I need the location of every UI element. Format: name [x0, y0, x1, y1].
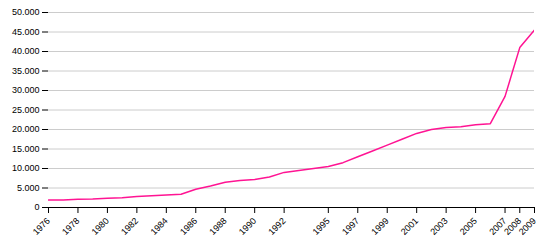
- svg-text:10.000: 10.000: [12, 163, 40, 173]
- svg-text:1980: 1980: [90, 216, 111, 237]
- svg-text:35.000: 35.000: [12, 66, 40, 76]
- svg-text:1986: 1986: [178, 216, 199, 237]
- svg-text:15.000: 15.000: [12, 144, 40, 154]
- svg-text:1984: 1984: [149, 216, 170, 237]
- svg-text:2008: 2008: [502, 215, 524, 237]
- svg-text:2003: 2003: [428, 216, 449, 237]
- svg-text:1982: 1982: [119, 216, 140, 237]
- svg-text:2005: 2005: [458, 216, 479, 237]
- svg-text:1999: 1999: [369, 216, 390, 237]
- svg-text:45.000: 45.000: [12, 27, 40, 37]
- svg-text:30.000: 30.000: [12, 85, 40, 95]
- svg-text:20.000: 20.000: [12, 124, 40, 134]
- svg-text:1976: 1976: [31, 216, 52, 237]
- svg-text:5.000: 5.000: [17, 183, 40, 193]
- svg-text:1997: 1997: [340, 216, 361, 237]
- svg-text:2001: 2001: [399, 216, 420, 237]
- svg-text:1992: 1992: [266, 216, 287, 237]
- svg-text:1995: 1995: [311, 216, 332, 237]
- svg-text:2007: 2007: [487, 215, 509, 237]
- svg-text:2009: 2009: [517, 216, 538, 237]
- svg-text:50.000: 50.000: [12, 7, 40, 17]
- svg-text:1990: 1990: [237, 216, 258, 237]
- svg-text:0: 0: [34, 202, 39, 212]
- svg-text:1978: 1978: [60, 216, 81, 237]
- svg-text:25.000: 25.000: [12, 105, 40, 115]
- svg-text:1988: 1988: [207, 216, 228, 237]
- svg-text:40.000: 40.000: [12, 46, 40, 56]
